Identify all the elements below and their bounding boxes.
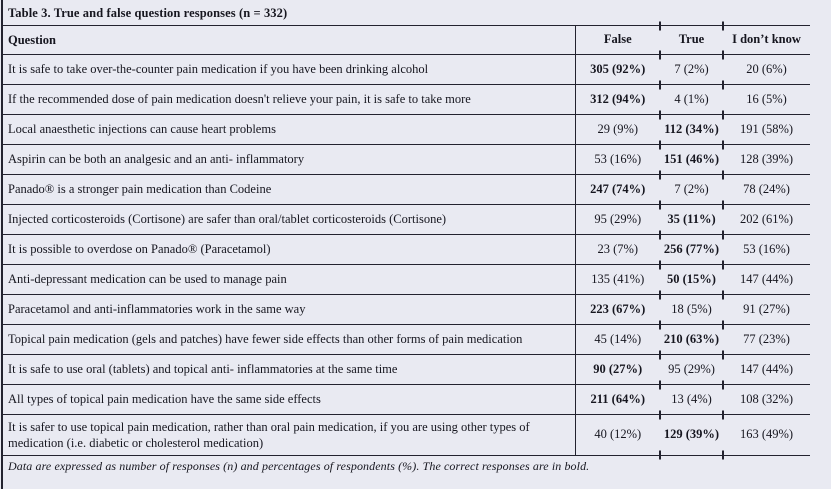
dont-know-count-cell: 147 (44%) (723, 354, 810, 385)
question-cell: Injected corticosteroids (Cortisone) are… (3, 204, 576, 235)
table-row: If the recommended dose of pain medicati… (3, 84, 810, 115)
table-footnote: Data are expressed as number of response… (8, 459, 590, 473)
true-count-cell: 256 (77%) (660, 234, 723, 265)
false-count-cell: 247 (74%) (575, 174, 660, 205)
false-count-cell: 23 (7%) (575, 234, 660, 265)
table-row: All types of topical pain medication hav… (3, 384, 810, 415)
false-count-cell: 223 (67%) (575, 294, 660, 325)
dont-know-count-cell: 78 (24%) (723, 174, 810, 205)
true-count-cell: 210 (63%) (660, 324, 723, 355)
question-cell: It is safe to use oral (tablets) and top… (3, 354, 576, 385)
false-count-cell: 40 (12%) (575, 414, 660, 456)
false-count-cell: 53 (16%) (575, 144, 660, 175)
false-count-cell: 305 (92%) (575, 54, 660, 85)
table-row: It is safer to use topical pain medicati… (3, 414, 810, 456)
column-header-true: True (660, 26, 723, 55)
dont-know-count-cell: 128 (39%) (723, 144, 810, 175)
question-cell: Paracetamol and anti-inflammatories work… (3, 294, 576, 325)
dont-know-count-cell: 191 (58%) (723, 114, 810, 145)
question-cell: If the recommended dose of pain medicati… (3, 84, 576, 115)
table-row: Topical pain medication (gels and patche… (3, 324, 810, 355)
table-row: Paracetamol and anti-inflammatories work… (3, 294, 810, 325)
true-count-cell: 95 (29%) (660, 354, 723, 385)
false-count-cell: 29 (9%) (575, 114, 660, 145)
responses-table: Question False True I don’t know It is s… (3, 26, 810, 456)
true-count-cell: 35 (11%) (660, 204, 723, 235)
true-count-cell: 50 (15%) (660, 264, 723, 295)
false-count-cell: 95 (29%) (575, 204, 660, 235)
dont-know-count-cell: 108 (32%) (723, 384, 810, 415)
true-count-cell: 18 (5%) (660, 294, 723, 325)
table-row: Local anaesthetic injections can cause h… (3, 114, 810, 145)
table-row: Injected corticosteroids (Cortisone) are… (3, 204, 810, 235)
question-cell: Panado® is a stronger pain medication th… (3, 174, 576, 205)
dont-know-count-cell: 91 (27%) (723, 294, 810, 325)
table-title: Table 3. True and false question respons… (3, 0, 810, 26)
header-row: Question False True I don’t know (3, 26, 810, 55)
false-count-cell: 312 (94%) (575, 84, 660, 115)
true-count-cell: 7 (2%) (660, 54, 723, 85)
false-count-cell: 135 (41%) (575, 264, 660, 295)
dont-know-count-cell: 202 (61%) (723, 204, 810, 235)
false-count-cell: 45 (14%) (575, 324, 660, 355)
dont-know-count-cell: 77 (23%) (723, 324, 810, 355)
table-body: It is safe to take over-the-counter pain… (3, 54, 810, 456)
dont-know-count-cell: 147 (44%) (723, 264, 810, 295)
true-count-cell: 129 (39%) (660, 414, 723, 456)
question-cell: It is safe to take over-the-counter pain… (3, 54, 576, 85)
true-count-cell: 13 (4%) (660, 384, 723, 415)
column-header-question: Question (3, 26, 576, 55)
question-cell: Aspirin can be both an analgesic and an … (3, 144, 576, 175)
table-row: Aspirin can be both an analgesic and an … (3, 144, 810, 175)
question-cell: All types of topical pain medication hav… (3, 384, 576, 415)
table-row: It is safe to use oral (tablets) and top… (3, 354, 810, 385)
table-left-border (1, 0, 3, 489)
true-count-cell: 7 (2%) (660, 174, 723, 205)
question-cell: Anti-depressant medication can be used t… (3, 264, 576, 295)
false-count-cell: 90 (27%) (575, 354, 660, 385)
false-count-cell: 211 (64%) (575, 384, 660, 415)
question-cell: Local anaesthetic injections can cause h… (3, 114, 576, 145)
table-row: It is possible to overdose on Panado® (P… (3, 234, 810, 265)
question-cell: It is possible to overdose on Panado® (P… (3, 234, 576, 265)
column-header-false: False (575, 26, 660, 55)
question-cell: It is safer to use topical pain medicati… (3, 414, 576, 456)
table-row: It is safe to take over-the-counter pain… (3, 54, 810, 85)
dont-know-count-cell: 163 (49%) (723, 414, 810, 456)
column-header-dont-know: I don’t know (723, 26, 810, 55)
dont-know-count-cell: 16 (5%) (723, 84, 810, 115)
table-row: Panado® is a stronger pain medication th… (3, 174, 810, 205)
true-count-cell: 151 (46%) (660, 144, 723, 175)
table-container: Table 3. True and false question respons… (3, 0, 810, 474)
true-count-cell: 4 (1%) (660, 84, 723, 115)
table-row: Anti-depressant medication can be used t… (3, 264, 810, 295)
dont-know-count-cell: 53 (16%) (723, 234, 810, 265)
question-cell: Topical pain medication (gels and patche… (3, 324, 576, 355)
true-count-cell: 112 (34%) (660, 114, 723, 145)
dont-know-count-cell: 20 (6%) (723, 54, 810, 85)
